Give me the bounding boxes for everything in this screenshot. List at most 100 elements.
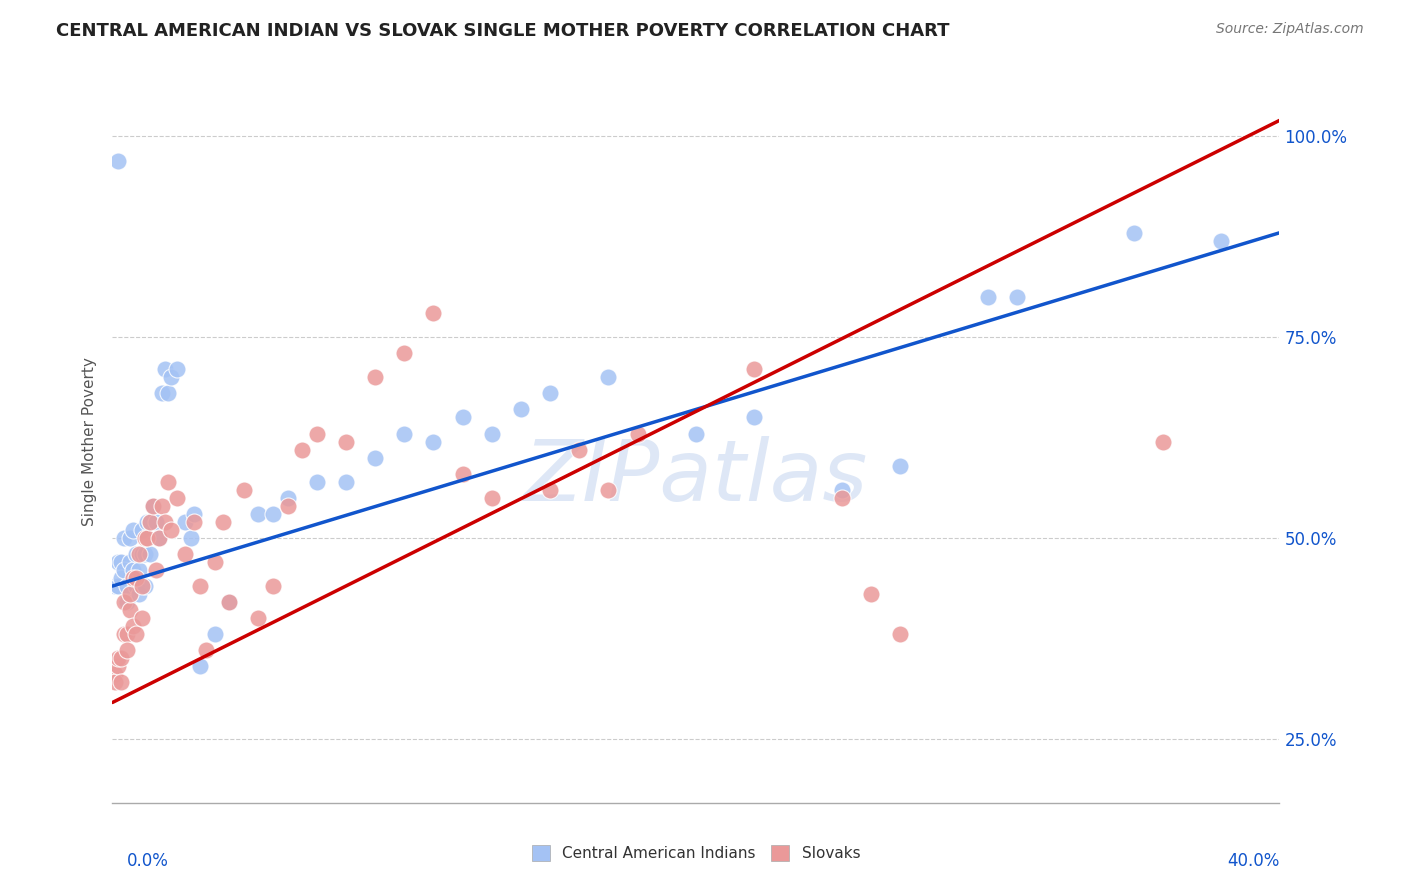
Point (115, 627, 138, 641)
Point (128, 587, 150, 601)
Point (831, 491, 853, 505)
Point (115, 643, 138, 657)
Point (107, 651, 129, 665)
Point (188, 579, 211, 593)
Point (174, 515, 197, 529)
Point (142, 499, 165, 513)
Point (115, 579, 138, 593)
Point (134, 531, 156, 545)
Point (247, 507, 270, 521)
Point (150, 386, 173, 401)
Point (183, 515, 205, 529)
Point (122, 523, 145, 537)
Point (188, 659, 211, 673)
Point (145, 515, 167, 529)
Point (122, 571, 145, 585)
Point (742, 362, 765, 376)
Point (291, 442, 314, 457)
Text: 40.0%: 40.0% (1227, 852, 1279, 870)
Point (134, 579, 156, 593)
Point (112, 531, 135, 545)
Point (128, 547, 150, 561)
Point (538, 386, 561, 401)
Point (276, 491, 298, 505)
Point (139, 515, 162, 529)
Point (451, 410, 474, 425)
Point (1122, 226, 1144, 240)
Point (134, 547, 156, 561)
Point (860, 587, 883, 601)
Point (110, 555, 132, 569)
Point (183, 507, 205, 521)
Text: CENTRAL AMERICAN INDIAN VS SLOVAK SINGLE MOTHER POVERTY CORRELATION CHART: CENTRAL AMERICAN INDIAN VS SLOVAK SINGLE… (56, 22, 949, 40)
Point (125, 571, 148, 585)
Point (335, 475, 357, 489)
Legend: Central American Indians, Slovaks: Central American Indians, Slovaks (526, 839, 866, 867)
Point (125, 547, 148, 561)
Point (247, 611, 270, 625)
Point (218, 595, 240, 609)
Point (136, 515, 159, 529)
Point (139, 515, 162, 529)
Point (110, 571, 132, 585)
Point (128, 563, 150, 577)
Point (598, 483, 620, 497)
Point (481, 491, 503, 505)
Point (115, 595, 138, 609)
Point (131, 547, 153, 561)
Point (276, 499, 298, 513)
Point (160, 523, 183, 537)
Text: ZIPatlas: ZIPatlas (524, 436, 868, 519)
Point (104, 667, 127, 681)
Point (627, 426, 650, 441)
Point (1152, 434, 1174, 449)
Point (1209, 234, 1232, 248)
Point (156, 386, 179, 401)
Point (394, 346, 416, 360)
Text: Source: ZipAtlas.com: Source: ZipAtlas.com (1216, 22, 1364, 37)
Point (107, 579, 129, 593)
Point (131, 611, 153, 625)
Point (136, 531, 159, 545)
Point (598, 370, 620, 384)
Point (262, 579, 284, 593)
Point (166, 491, 188, 505)
Point (422, 434, 444, 449)
Point (204, 627, 226, 641)
Point (1005, 290, 1028, 304)
Point (131, 523, 153, 537)
Point (174, 547, 197, 561)
Point (150, 499, 173, 513)
Point (509, 402, 531, 417)
Point (118, 531, 141, 545)
Point (166, 362, 188, 376)
Point (568, 442, 591, 457)
Point (364, 450, 387, 465)
Point (212, 515, 235, 529)
Point (125, 627, 148, 641)
Point (451, 467, 474, 481)
Point (194, 643, 217, 657)
Point (685, 426, 707, 441)
Point (742, 410, 765, 425)
Point (118, 603, 141, 617)
Point (107, 153, 129, 168)
Point (262, 507, 284, 521)
Point (364, 370, 387, 384)
Point (422, 306, 444, 320)
Point (112, 563, 135, 577)
Point (122, 563, 145, 577)
Point (538, 483, 561, 497)
Point (232, 483, 254, 497)
Point (139, 547, 162, 561)
Point (145, 563, 167, 577)
Point (831, 483, 853, 497)
Point (160, 370, 183, 384)
Point (104, 579, 127, 593)
Text: 0.0%: 0.0% (127, 852, 169, 870)
Point (153, 515, 176, 529)
Point (156, 475, 179, 489)
Y-axis label: Single Mother Poverty: Single Mother Poverty (82, 357, 97, 526)
Point (131, 579, 153, 593)
Point (104, 675, 127, 690)
